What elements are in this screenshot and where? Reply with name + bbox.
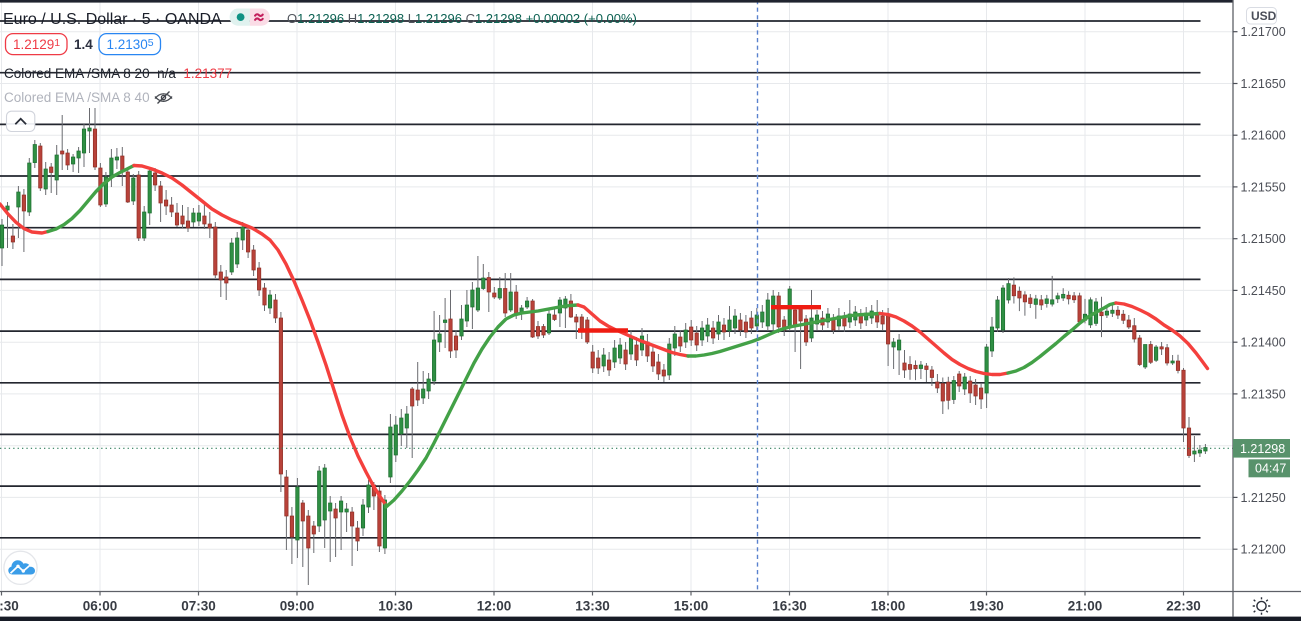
svg-text:1.21500: 1.21500 xyxy=(1241,232,1286,246)
svg-text:Colored EMA /SMA 8 40: Colored EMA /SMA 8 40 xyxy=(4,90,150,105)
svg-text:07:30: 07:30 xyxy=(181,599,216,614)
svg-text:22:30: 22:30 xyxy=(1166,599,1201,614)
svg-text:16:30: 16:30 xyxy=(772,599,807,614)
svg-text:06:00: 06:00 xyxy=(83,599,118,614)
svg-text:1.21700: 1.21700 xyxy=(1241,25,1286,39)
svg-text:Colored EMA /SMA 8 20 n/a 1.: Colored EMA /SMA 8 20 n/a 1.21377 xyxy=(4,66,232,81)
svg-text:19:30: 19:30 xyxy=(969,599,1004,614)
svg-text:13:30: 13:30 xyxy=(575,599,610,614)
svg-text:1.21400: 1.21400 xyxy=(1241,336,1286,350)
svg-text:21:00: 21:00 xyxy=(1068,599,1103,614)
svg-text:18:00: 18:00 xyxy=(871,599,906,614)
svg-text:1.21450: 1.21450 xyxy=(1241,284,1286,298)
svg-text:1.21291: 1.21291 xyxy=(13,37,60,52)
svg-text:1.21298: 1.21298 xyxy=(1240,442,1285,456)
svg-text:1.21250: 1.21250 xyxy=(1241,491,1286,505)
svg-text:10:30: 10:30 xyxy=(378,599,413,614)
svg-text:Euro / U.S. Dollar · 5 · OANDA: Euro / U.S. Dollar · 5 · OANDA xyxy=(3,11,222,28)
svg-text:1.21550: 1.21550 xyxy=(1241,180,1286,194)
svg-text:12:00: 12:00 xyxy=(477,599,512,614)
svg-text:04:47: 04:47 xyxy=(1255,462,1286,476)
svg-text:04:30: 04:30 xyxy=(0,599,19,614)
svg-text:1.21650: 1.21650 xyxy=(1241,77,1286,91)
svg-text:O1.21296 H1.21298 L1.21296 C1.: O1.21296 H1.21298 L1.21296 C1.21298 +0.0… xyxy=(287,11,637,26)
svg-text:1.21350: 1.21350 xyxy=(1241,387,1286,401)
svg-text:09:00: 09:00 xyxy=(280,599,315,614)
svg-text:15:00: 15:00 xyxy=(674,599,709,614)
svg-text:1.4: 1.4 xyxy=(74,37,93,52)
svg-text:USD: USD xyxy=(1251,9,1277,23)
svg-text:1.21200: 1.21200 xyxy=(1241,543,1286,557)
svg-text:1.21600: 1.21600 xyxy=(1241,129,1286,143)
svg-text:1.21305: 1.21305 xyxy=(107,37,154,52)
